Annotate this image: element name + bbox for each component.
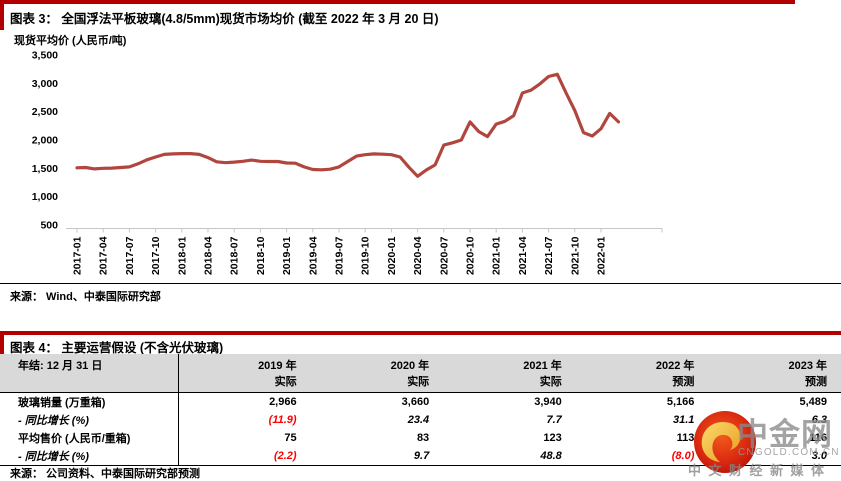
x-tick-label: 2019-01: [281, 236, 293, 275]
year-header-cell: 2019 年实际: [178, 354, 311, 393]
value-cell: 31.1: [672, 414, 695, 426]
year-header-cell: 2023 年预测: [708, 354, 841, 393]
price-line-chart: 3,500 3,000 2,500 2,000 1,500 1,000 500 2017-01…: [32, 50, 663, 275]
value-cell: 5,489: [799, 396, 827, 408]
row-label-cell: 平均售价 (人民币/重箱): [0, 429, 179, 447]
y-tick-label: 2,000: [32, 135, 58, 147]
value-cell: 123: [543, 432, 562, 444]
figure3-top-rule: [0, 0, 795, 4]
x-tick-label: 2018-10: [255, 236, 267, 275]
figure3-title: 图表 3： 全国浮法平板玻璃(4.8/5mm)现货市场均价 (截至 2022 年…: [10, 12, 439, 26]
y-tick-label: 3,500: [32, 50, 58, 62]
price-series-line: [75, 72, 621, 178]
x-tick-label: 2019-04: [307, 236, 319, 275]
value-cell: (11.9): [268, 414, 297, 426]
x-tick-label: 2017-07: [124, 236, 136, 275]
value-cell: 2,966: [269, 396, 297, 408]
x-tick-label: 2021-01: [491, 236, 503, 275]
x-tick-label: 2017-01: [72, 236, 84, 275]
y-tick-label: 2,500: [32, 106, 58, 118]
y-tick-label: 500: [40, 220, 58, 232]
table-row: 玻璃销量 (万重箱) 2,966 3,660 3,940 5,166 5,489: [0, 392, 841, 411]
x-tick-label: 2019-07: [334, 236, 346, 275]
assumptions-table-header: 年结: 12 月 31 日 2019 年实际 2020 年实际 2021 年实际 202…: [0, 354, 841, 393]
assumptions-table: 年结: 12 月 31 日 2019 年实际 2020 年实际 2021 年实际 202…: [0, 354, 841, 466]
value-cell: 113: [676, 432, 695, 444]
y-tick-label: 1,500: [32, 163, 58, 175]
figure4-left-rule: [0, 331, 4, 356]
row-label-cell: - 同比增长 (%): [0, 447, 179, 466]
value-cell: (2.2): [178, 447, 311, 466]
x-tick-label: 2020-04: [412, 236, 424, 275]
x-tick-label: 2020-10: [465, 236, 477, 275]
x-tick-label: 2020-07: [438, 236, 450, 275]
chart-y-axis-title: 现货平均价 (人民币/吨): [14, 35, 127, 47]
table-row: - 同比增长 (%) (11.9) 23.4 7.7 31.1 6.3: [0, 411, 841, 429]
value-cell: 75: [284, 432, 297, 444]
year-header-cell: 2021 年实际: [443, 354, 576, 393]
value-cell: 48.8: [443, 447, 576, 466]
year-header-cell: 2022 年预测: [575, 354, 709, 393]
figure3-source: 来源： Wind、中泰国际研究部: [0, 283, 841, 304]
row-label-cell: - 同比增长 (%): [0, 411, 179, 429]
x-tick-label: 2020-01: [386, 236, 398, 275]
value-cell: 3,660: [401, 396, 430, 408]
x-tick-label: 2017-04: [98, 236, 110, 275]
figure3-left-rule: [0, 0, 4, 30]
figure4-top-rule: [0, 331, 841, 335]
table-row: 平均售价 (人民币/重箱) 75 83 123 113 116: [0, 429, 841, 447]
value-cell: 23.4: [407, 414, 430, 426]
value-cell: 3,940: [534, 396, 562, 408]
figure4-source: 来源： 公司资料、中泰国际研究部预测: [10, 468, 201, 480]
value-cell: 7.7: [546, 414, 562, 426]
x-tick-label: 2022-01: [596, 236, 608, 275]
value-cell: 83: [416, 432, 430, 444]
x-tick-label: 2018-01: [176, 236, 188, 275]
y-tick-label: 1,000: [32, 191, 58, 203]
x-tick-label: 2018-07: [229, 236, 241, 275]
value-cell: 5,166: [666, 396, 695, 408]
row-label-cell: 玻璃销量 (万重箱): [0, 392, 179, 411]
x-tick-label: 2018-04: [203, 236, 215, 275]
x-tick-label: 2021-04: [517, 236, 529, 275]
figure4-title: 图表 4： 主要运营假设 (不含光伏玻璃): [10, 341, 224, 355]
y-tick-label: 3,000: [32, 78, 58, 90]
year-header-cell: 2020 年实际: [310, 354, 444, 393]
value-cell: 6.3: [811, 414, 827, 426]
x-tick-label: 2021-07: [543, 236, 555, 275]
value-cell: 116: [809, 432, 827, 444]
value-cell: (8.0): [575, 447, 709, 466]
x-tick-label: 2017-10: [150, 236, 162, 275]
x-tick-label: 2021-10: [569, 236, 581, 275]
table-row-header: 年结: 12 月 31 日: [0, 354, 179, 393]
x-tick-label: 2019-10: [360, 236, 372, 275]
value-cell: 9.7: [310, 447, 444, 466]
